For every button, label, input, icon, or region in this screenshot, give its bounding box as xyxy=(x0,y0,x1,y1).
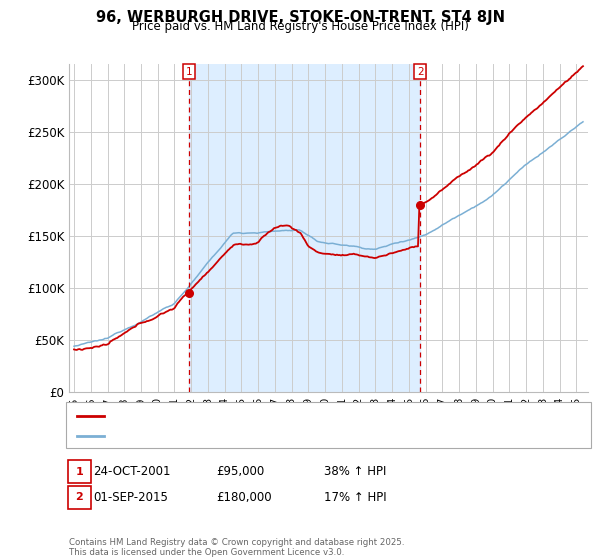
Text: 17% ↑ HPI: 17% ↑ HPI xyxy=(324,491,386,504)
Text: HPI: Average price, detached house, Stoke-on-Trent: HPI: Average price, detached house, Stok… xyxy=(110,431,377,441)
Text: 96, WERBURGH DRIVE, STOKE-ON-TRENT, ST4 8JN (detached house): 96, WERBURGH DRIVE, STOKE-ON-TRENT, ST4 … xyxy=(110,411,466,421)
Text: Price paid vs. HM Land Registry's House Price Index (HPI): Price paid vs. HM Land Registry's House … xyxy=(131,20,469,32)
Bar xyxy=(189,64,420,392)
Text: 38% ↑ HPI: 38% ↑ HPI xyxy=(324,465,386,478)
Text: 2: 2 xyxy=(76,492,83,502)
Text: £180,000: £180,000 xyxy=(216,491,272,504)
Text: 2: 2 xyxy=(417,67,424,77)
Text: 96, WERBURGH DRIVE, STOKE-ON-TRENT, ST4 8JN: 96, WERBURGH DRIVE, STOKE-ON-TRENT, ST4 … xyxy=(95,10,505,25)
Text: Contains HM Land Registry data © Crown copyright and database right 2025.
This d: Contains HM Land Registry data © Crown c… xyxy=(69,538,404,557)
Text: 24-OCT-2001: 24-OCT-2001 xyxy=(93,465,170,478)
Text: 01-SEP-2015: 01-SEP-2015 xyxy=(93,491,168,504)
Text: 1: 1 xyxy=(76,466,83,477)
Text: 1: 1 xyxy=(186,67,193,77)
Text: £95,000: £95,000 xyxy=(216,465,264,478)
